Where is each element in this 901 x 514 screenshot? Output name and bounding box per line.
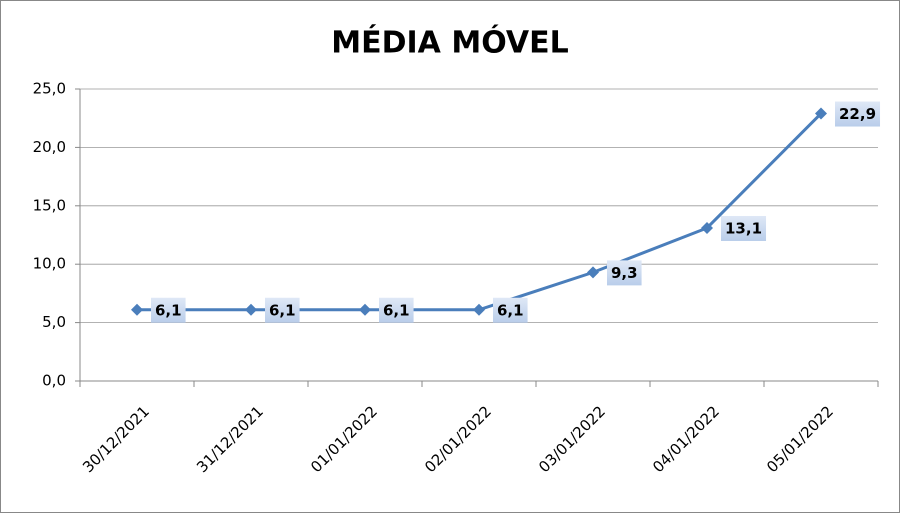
y-tick-label: 0,0 xyxy=(42,372,66,390)
y-tick-label: 15,0 xyxy=(33,196,66,214)
marker xyxy=(701,221,713,234)
value-label-box xyxy=(265,297,300,323)
value-label-box xyxy=(721,215,767,241)
value-label-box xyxy=(151,297,186,323)
value-label-box xyxy=(607,260,642,286)
value-label: 6,1 xyxy=(383,301,410,319)
marker xyxy=(245,303,257,316)
marker xyxy=(587,266,599,279)
value-label: 6,1 xyxy=(155,301,182,319)
value-label-box xyxy=(835,101,881,127)
y-tick-label: 25,0 xyxy=(33,80,66,98)
value-label-box xyxy=(379,297,414,323)
marker xyxy=(359,303,371,316)
value-label: 6,1 xyxy=(497,301,524,319)
y-tick-label: 5,0 xyxy=(42,313,66,331)
value-label: 9,3 xyxy=(611,264,638,282)
value-label: 13,1 xyxy=(725,219,762,237)
chart-title: MÉDIA MÓVEL xyxy=(331,24,568,61)
marker xyxy=(131,303,143,316)
value-label-box xyxy=(493,297,528,323)
marker xyxy=(473,303,485,316)
y-tick-label: 10,0 xyxy=(33,255,66,273)
value-label: 22,9 xyxy=(839,105,876,123)
value-label: 6,1 xyxy=(269,301,296,319)
y-tick-label: 20,0 xyxy=(33,138,66,156)
marker xyxy=(815,107,827,120)
